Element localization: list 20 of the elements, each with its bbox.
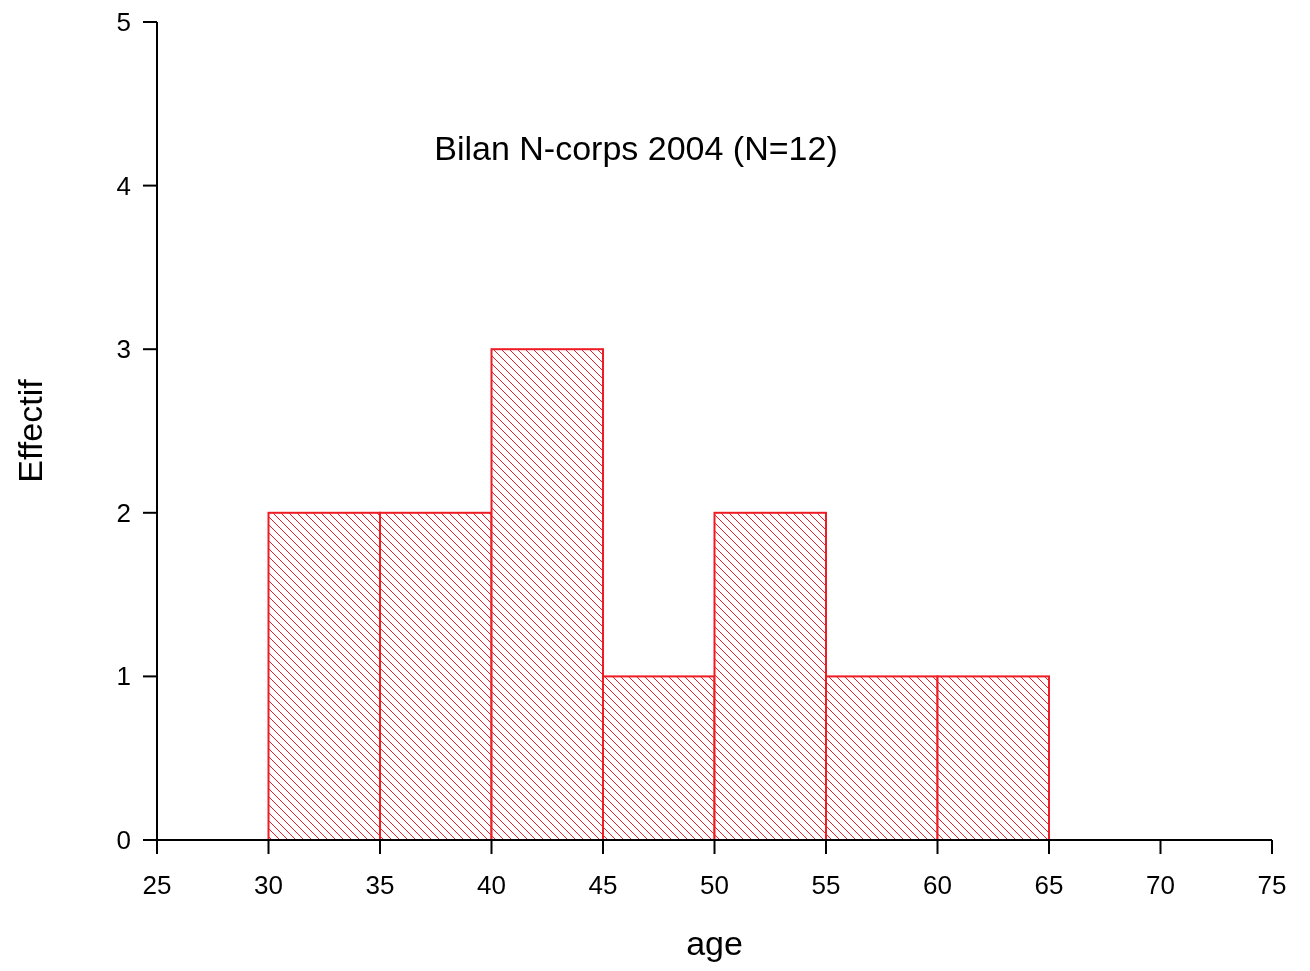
y-tick-label: 5 <box>116 7 131 37</box>
y-tick-label: 3 <box>116 334 131 365</box>
x-tick-label: 45 <box>588 870 618 900</box>
x-tick-label: 55 <box>811 870 841 900</box>
y-axis-title: Effectif <box>11 378 49 483</box>
x-tick-label: 50 <box>700 870 729 900</box>
x-axis-title: age <box>686 924 743 962</box>
text: Bilan N-corps 2004 (N=12) <box>434 129 838 167</box>
x-tick-label: 40 <box>477 870 506 900</box>
x-tick-label: 65 <box>1034 870 1064 900</box>
x-tick-label: 35 <box>365 870 395 900</box>
y-tick-label: 0 <box>116 825 131 855</box>
y-tick-label: 2 <box>116 497 131 528</box>
x-tick-label: 70 <box>1146 870 1175 900</box>
x-tick-label: 75 <box>1257 870 1287 900</box>
x-tick-label: 60 <box>923 870 952 900</box>
x-tick-label: 30 <box>254 870 283 900</box>
y-tick-label: 1 <box>116 661 131 692</box>
x-tick-label: 25 <box>142 870 172 900</box>
y-tick-label: 4 <box>116 170 131 201</box>
